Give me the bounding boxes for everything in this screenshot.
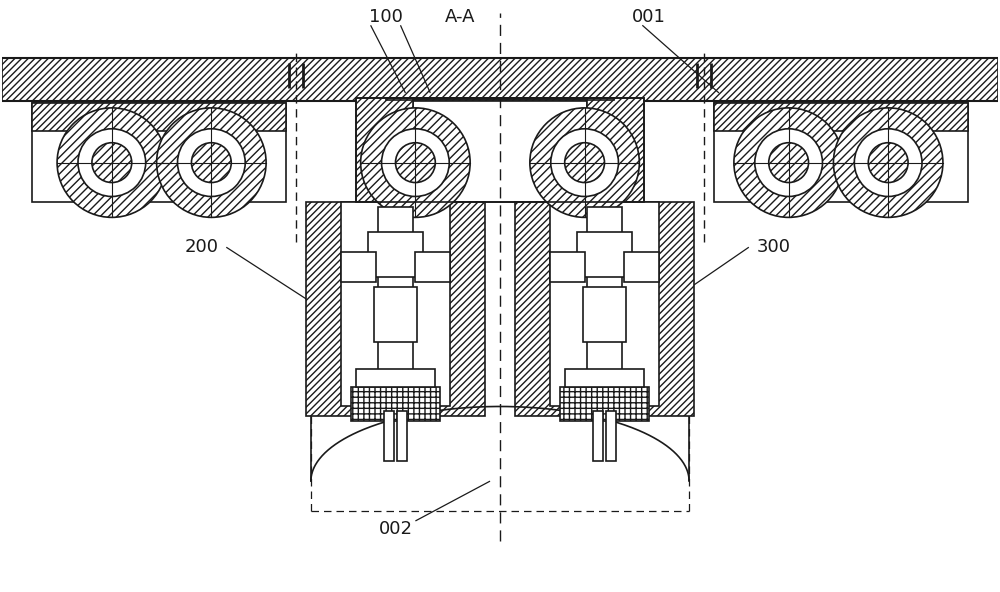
Circle shape [833, 108, 943, 217]
Bar [587, 98, 644, 202]
Circle shape [854, 129, 922, 197]
Bar [356, 98, 413, 202]
Bar [32, 103, 286, 131]
Circle shape [191, 143, 231, 182]
Bar [356, 369, 435, 387]
Bar [714, 103, 968, 202]
Bar [515, 202, 694, 416]
Text: 300: 300 [757, 238, 791, 256]
Bar [593, 411, 603, 461]
Circle shape [57, 108, 167, 217]
Circle shape [551, 129, 618, 197]
Bar [306, 202, 485, 416]
Bar [624, 252, 659, 282]
Circle shape [734, 108, 843, 217]
Bar [351, 387, 440, 422]
Bar [356, 98, 644, 202]
Bar [565, 369, 644, 387]
Circle shape [382, 129, 449, 197]
Bar [606, 411, 616, 461]
Bar [583, 287, 626, 342]
Circle shape [178, 129, 245, 197]
Bar [714, 103, 968, 131]
Bar [397, 411, 407, 461]
Bar [32, 103, 286, 202]
Circle shape [530, 108, 639, 217]
Bar [550, 202, 659, 407]
Text: 002: 002 [378, 520, 412, 538]
Circle shape [769, 143, 809, 182]
Bar [374, 287, 417, 342]
Bar [415, 252, 450, 282]
Circle shape [92, 143, 132, 182]
Text: 100: 100 [369, 8, 402, 26]
Bar [386, 98, 614, 100]
Circle shape [361, 108, 470, 217]
Bar [386, 99, 614, 101]
Text: 001: 001 [632, 8, 666, 26]
Text: A-A: A-A [445, 8, 475, 26]
Text: 200: 200 [184, 238, 218, 256]
Bar [587, 207, 622, 391]
Bar [341, 202, 450, 407]
Bar [413, 98, 587, 202]
Bar [550, 252, 585, 282]
Circle shape [755, 129, 822, 197]
Bar [378, 207, 413, 391]
Bar [341, 252, 376, 282]
Bar [560, 387, 649, 422]
Circle shape [78, 129, 146, 197]
Circle shape [157, 108, 266, 217]
Bar [577, 232, 632, 277]
Circle shape [565, 143, 605, 182]
Circle shape [395, 143, 435, 182]
Bar [2, 58, 998, 101]
Circle shape [868, 143, 908, 182]
Bar [368, 232, 423, 277]
Bar [384, 411, 394, 461]
